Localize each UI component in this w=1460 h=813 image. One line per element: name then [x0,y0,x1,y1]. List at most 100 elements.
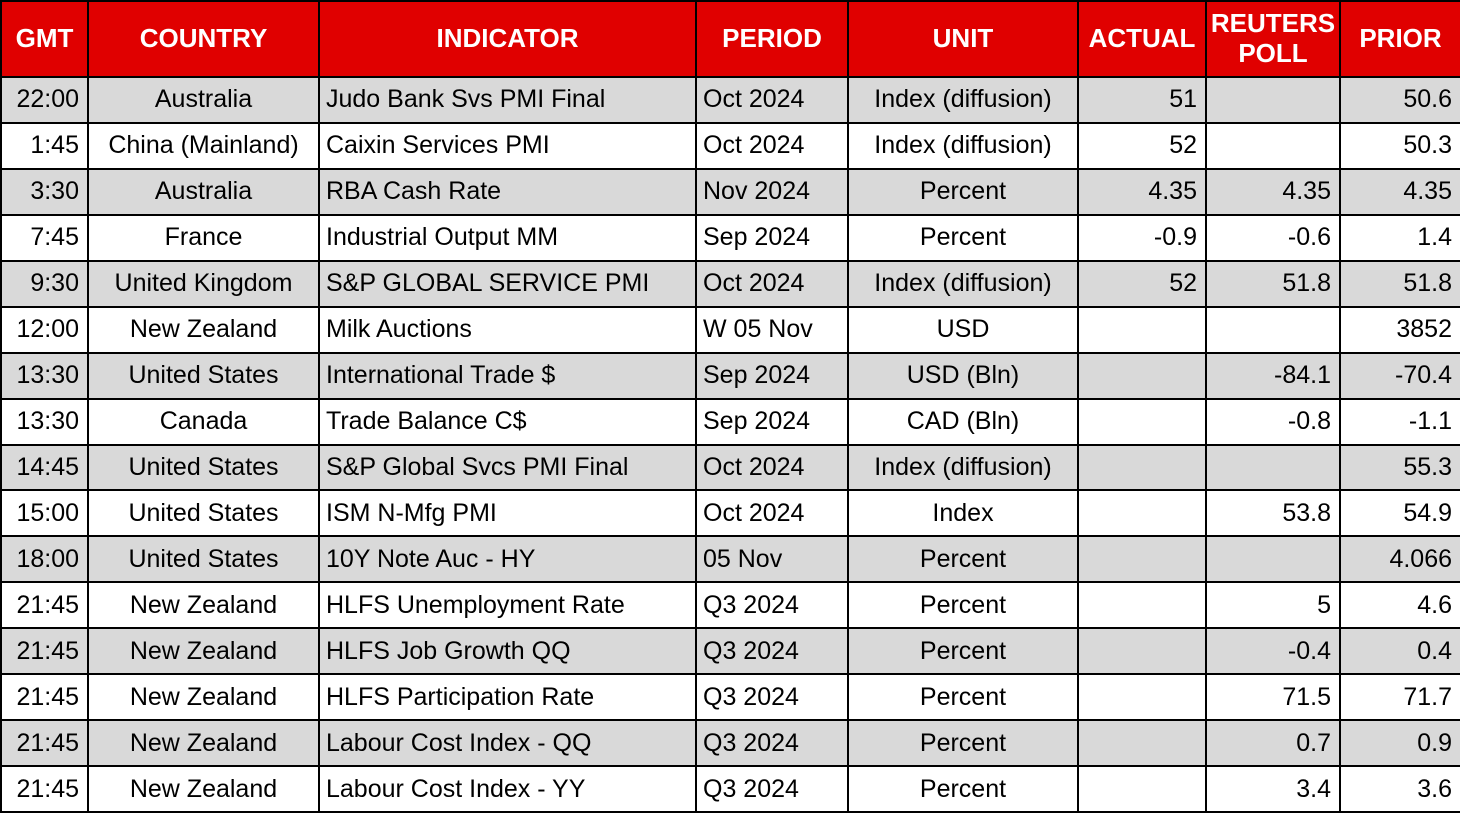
cell-country: United States [87,443,320,492]
cell-gmt: 22:00 [0,76,89,124]
cell-gmt: 21:45 [0,581,89,630]
cell-unit: Percent [847,535,1079,584]
cell-country: Australia [87,76,320,124]
cell-reuters-poll [1205,76,1341,124]
cell-gmt: 9:30 [0,259,89,308]
cell-gmt: 18:00 [0,535,89,584]
cell-gmt: 15:00 [0,489,89,538]
cell-prior: 54.9 [1339,489,1460,538]
header-row: GMT COUNTRY INDICATOR PERIOD UNIT ACTUAL REUTE… [0,0,1460,78]
cell-reuters-poll: 5 [1205,581,1341,630]
cell-indicator: ISM N-Mfg PMI [318,489,697,538]
cell-prior: 3.6 [1339,765,1460,813]
cell-country: New Zealand [87,581,320,630]
cell-actual [1077,535,1207,584]
column-header-prior: PRIOR [1339,0,1460,78]
cell-unit: Index (diffusion) [847,121,1079,170]
cell-prior: 0.9 [1339,719,1460,768]
cell-reuters-poll [1205,443,1341,492]
cell-country: New Zealand [87,719,320,768]
cell-country: United States [87,535,320,584]
cell-prior: 50.3 [1339,121,1460,170]
cell-gmt: 21:45 [0,673,89,722]
cell-country: China (Mainland) [87,121,320,170]
cell-actual: 51 [1077,76,1207,124]
table-row: 13:30 United States International Trade $ S… [0,351,1460,400]
table-row: 12:00 New Zealand Milk Auctions W 05 Nov USD… [0,305,1460,354]
cell-actual [1077,489,1207,538]
cell-country: Australia [87,167,320,216]
table-row: 21:45 New Zealand HLFS Participation Rate Q… [0,673,1460,722]
cell-indicator: Trade Balance C$ [318,397,697,446]
column-header-reuters-poll: REUTERS POLL [1205,0,1341,78]
cell-period: Sep 2024 [695,397,849,446]
table-row: 7:45 France Industrial Output MM Sep 2024 Pe… [0,213,1460,262]
cell-unit: Index (diffusion) [847,443,1079,492]
cell-actual: 52 [1077,259,1207,308]
cell-period: Q3 2024 [695,765,849,813]
cell-period: Q3 2024 [695,673,849,722]
cell-country: New Zealand [87,305,320,354]
cell-reuters-poll: 3.4 [1205,765,1341,813]
cell-reuters-poll: 53.8 [1205,489,1341,538]
cell-country: Canada [87,397,320,446]
cell-prior: 0.4 [1339,627,1460,676]
cell-gmt: 12:00 [0,305,89,354]
cell-gmt: 21:45 [0,719,89,768]
cell-indicator: International Trade $ [318,351,697,400]
cell-country: United States [87,489,320,538]
cell-indicator: HLFS Unemployment Rate [318,581,697,630]
cell-country: United States [87,351,320,400]
cell-reuters-poll: -84.1 [1205,351,1341,400]
cell-country: New Zealand [87,673,320,722]
cell-prior: 4.6 [1339,581,1460,630]
cell-reuters-poll [1205,535,1341,584]
cell-unit: USD [847,305,1079,354]
cell-actual: 52 [1077,121,1207,170]
cell-gmt: 3:30 [0,167,89,216]
cell-indicator: HLFS Participation Rate [318,673,697,722]
cell-prior: 3852 [1339,305,1460,354]
cell-reuters-poll: -0.6 [1205,213,1341,262]
cell-reuters-poll: -0.8 [1205,397,1341,446]
cell-period: Q3 2024 [695,719,849,768]
cell-actual [1077,351,1207,400]
cell-period: Q3 2024 [695,627,849,676]
table-row: 9:30 United Kingdom S&P GLOBAL SERVICE PMI… [0,259,1460,308]
table-row: 18:00 United States 10Y Note Auc - HY 05 No… [0,535,1460,584]
cell-indicator: S&P GLOBAL SERVICE PMI [318,259,697,308]
cell-unit: Percent [847,581,1079,630]
cell-reuters-poll: 51.8 [1205,259,1341,308]
cell-period: Sep 2024 [695,351,849,400]
cell-actual: -0.9 [1077,213,1207,262]
cell-period: 05 Nov [695,535,849,584]
cell-indicator: Caixin Services PMI [318,121,697,170]
cell-indicator: Milk Auctions [318,305,697,354]
cell-unit: Index (diffusion) [847,259,1079,308]
cell-reuters-poll [1205,305,1341,354]
cell-period: Oct 2024 [695,76,849,124]
cell-actual [1077,305,1207,354]
table-row: 15:00 United States ISM N-Mfg PMI Oct 2024 I… [0,489,1460,538]
cell-unit: Percent [847,213,1079,262]
cell-indicator: RBA Cash Rate [318,167,697,216]
cell-period: Q3 2024 [695,581,849,630]
cell-country: United Kingdom [87,259,320,308]
cell-indicator: 10Y Note Auc - HY [318,535,697,584]
column-header-gmt: GMT [0,0,89,78]
cell-gmt: 21:45 [0,627,89,676]
column-header-country: COUNTRY [87,0,320,78]
cell-period: Oct 2024 [695,259,849,308]
cell-country: New Zealand [87,765,320,813]
cell-unit: Percent [847,673,1079,722]
cell-prior: 1.4 [1339,213,1460,262]
cell-unit: Index (diffusion) [847,76,1079,124]
column-header-period: PERIOD [695,0,849,78]
cell-reuters-poll: 0.7 [1205,719,1341,768]
cell-indicator: S&P Global Svcs PMI Final [318,443,697,492]
cell-period: Oct 2024 [695,443,849,492]
table-header: GMT COUNTRY INDICATOR PERIOD UNIT ACTUAL REUTE… [0,0,1460,78]
column-header-unit: UNIT [847,0,1079,78]
cell-country: France [87,213,320,262]
